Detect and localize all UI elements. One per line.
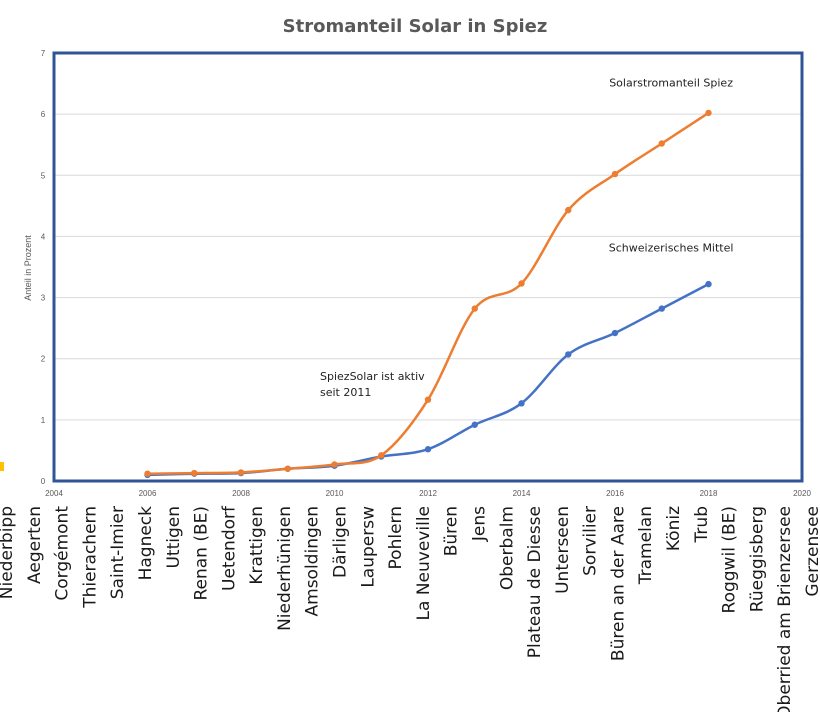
place-label: Därligen [331, 506, 351, 578]
x-tick-label: 2020 [793, 489, 811, 498]
y-tick-label: 2 [41, 355, 46, 364]
y-tick-label: 5 [41, 171, 46, 180]
solarstromanteil-spiez-point [705, 110, 711, 116]
annotation-text: Solarstromanteil Spiez [609, 77, 733, 90]
solarstromanteil-spiez-point [331, 461, 337, 467]
left-edge-marker [0, 462, 4, 471]
place-label: Rüeggisberg [747, 506, 767, 612]
solarstromanteil-spiez-point [612, 171, 618, 177]
schweizerisches-mittel-point [565, 351, 571, 357]
place-label: Gerzensee [803, 506, 820, 597]
solarstromanteil-spiez-point [518, 280, 524, 286]
place-label: Uttigen [164, 506, 184, 569]
place-label: Sorvilier [581, 506, 601, 576]
series-layer [144, 110, 711, 478]
place-label: Jens [470, 506, 490, 542]
y-tick-label: 7 [41, 49, 46, 58]
solarstromanteil-spiez-point [425, 396, 431, 402]
x-tick-label: 2004 [45, 489, 63, 498]
place-labels-overlay: Niederbipp Aegerten Corgémont Thierachern Sa… [0, 505, 820, 712]
solarstromanteil-spiez-point [472, 305, 478, 311]
schweizerisches-mittel-point [705, 281, 711, 287]
y-axis: 0 1 2 3 4 5 6 7 [41, 49, 46, 486]
x-tick-label: 2016 [606, 489, 624, 498]
annotation-text: Schweizerisches Mittel [609, 242, 734, 255]
y-tick-label: 1 [41, 416, 46, 425]
solarstromanteil-spiez-point [659, 140, 665, 146]
x-tick-label: 2010 [326, 489, 344, 498]
place-label: Pohlern [386, 506, 406, 569]
schweizerisches-mittel-point [518, 400, 524, 406]
place-label: Büren [442, 506, 462, 556]
x-tick-label: 2012 [419, 489, 437, 498]
chart-title: Stromanteil Solar in Spiez [283, 16, 548, 37]
solarstromanteil-spiez-point [285, 466, 291, 472]
x-axis: 2004 2006 2008 2010 2012 2014 2016 2018 2020 [45, 489, 811, 498]
annotation-text: SpiezSolar ist aktiv [320, 370, 425, 383]
annotations: Solarstromanteil Spiez Schweizerisches Mi… [320, 77, 733, 399]
x-tick-label: 2006 [139, 489, 157, 498]
place-label: Roggwil (BE) [720, 506, 740, 613]
place-label: Trub [692, 506, 712, 543]
place-label: Thierachern [80, 506, 100, 609]
solarstromanteil-spiez-point [144, 470, 150, 476]
place-label: Hagneck [136, 506, 156, 581]
place-label: Oberried am Brienzersee [775, 506, 795, 712]
place-label: Tramelan [636, 506, 656, 585]
solarstromanteil-spiez-point [238, 469, 244, 475]
schweizerisches-mittel-point [659, 305, 665, 311]
place-label: Corgémont [53, 506, 73, 601]
place-label: Niederhünigen [275, 506, 295, 631]
schweizerisches-mittel-point [472, 422, 478, 428]
place-label: Renan (BE) [192, 506, 212, 601]
place-label: Plateau de Diesse [525, 506, 545, 658]
schweizerisches-mittel-point [425, 446, 431, 452]
place-label: Saint-Imier [108, 506, 128, 599]
y-tick-label: 6 [41, 110, 46, 119]
place-label: La Neuveville [414, 506, 434, 620]
y-tick-label: 4 [41, 232, 46, 241]
x-tick-label: 2008 [232, 489, 250, 498]
gridlines [54, 53, 802, 481]
place-label: Niederbipp [0, 506, 17, 599]
place-label: Uetendorf [219, 505, 239, 591]
plot-frame [54, 53, 802, 481]
y-tick-label: 3 [41, 294, 46, 303]
annotation-text: seit 2011 [320, 386, 371, 399]
y-axis-label: Anteil in Prozent [23, 235, 33, 301]
solarstromanteil-spiez-point [378, 452, 384, 458]
y-tick-label: 0 [41, 477, 46, 486]
solarstromanteil-spiez-point [565, 207, 571, 213]
place-label: Köniz [664, 506, 684, 551]
place-label: Büren an der Aare [608, 506, 628, 661]
x-tick-label: 2018 [700, 489, 718, 498]
solarstromanteil-spiez-point [191, 470, 197, 476]
place-label: Laupersw [358, 506, 378, 588]
place-label: Oberbalm [497, 506, 517, 590]
schweizerisches-mittel-point [612, 330, 618, 336]
x-tick-label: 2014 [513, 489, 531, 498]
place-label: Amsoldingen [303, 506, 323, 616]
place-label: Aegerten [25, 506, 45, 584]
place-label: Krattigen [247, 506, 267, 585]
place-label: Unterseen [553, 506, 573, 594]
